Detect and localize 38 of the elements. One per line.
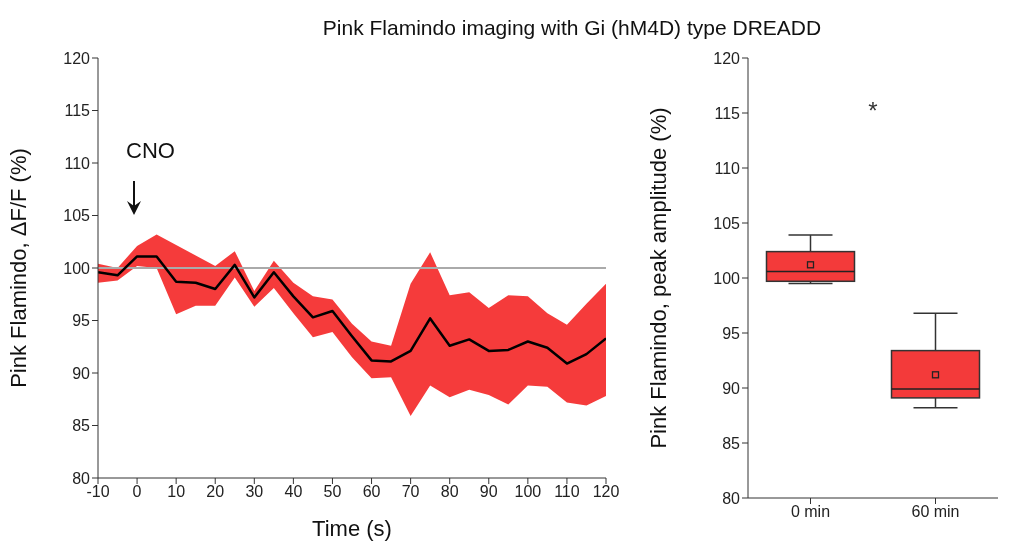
x-axis-title: Time (s) (312, 516, 392, 541)
y-axis-title: Pink Flamindo, ΔF/F (%) (5, 148, 31, 388)
x-tick-label: 120 (592, 483, 620, 501)
x-tick-label: 70 (401, 483, 420, 501)
y-tick-label: 100 (63, 259, 91, 277)
y-tick-label: 120 (63, 49, 91, 67)
x-tick-label: 100 (514, 483, 542, 501)
y-tick-label: 115 (714, 104, 741, 122)
y-tick-label: 90 (72, 364, 91, 382)
x-tick-label: 110 (554, 483, 580, 501)
y-tick-label: 95 (72, 312, 91, 330)
y-tick-label: 105 (713, 214, 741, 232)
y-tick-label: 115 (64, 102, 91, 120)
annotation: * (868, 97, 878, 125)
line-series (98, 255, 606, 365)
x-tick-label: 0 min (790, 503, 831, 521)
x-tick-label: 80 (440, 483, 459, 501)
y-tick-label: 105 (63, 207, 91, 225)
x-tick-label: 30 (245, 483, 264, 501)
x-tick-label: 90 (479, 483, 498, 501)
chart-title: Pink Flamindo imaging with Gi (hM4D) type DREADD (322, 16, 822, 39)
x-tick-label: 10 (167, 483, 186, 501)
annotation: CNO (126, 138, 175, 164)
y-tick-label: 120 (713, 49, 741, 67)
x-tick-label: 40 (284, 483, 303, 501)
x-tick-label: 60 (362, 483, 381, 501)
x-tick-label: 50 (323, 483, 342, 501)
y-tick-label: 90 (722, 379, 741, 397)
x-tick-label: 60 min (911, 503, 960, 521)
x-tick-label: 0 (132, 483, 142, 501)
y-tick-label: 85 (722, 434, 741, 452)
y-tick-label: 110 (64, 154, 91, 172)
y-tick-label: 85 (72, 417, 91, 435)
y-tick-label: 110 (714, 159, 741, 177)
y-axis-title: Pink Flamindo, peak amplitude (%) (645, 107, 671, 449)
x-tick-label: 20 (206, 483, 225, 501)
y-tick-label: 100 (713, 269, 741, 287)
y-tick-label: 95 (722, 324, 741, 342)
